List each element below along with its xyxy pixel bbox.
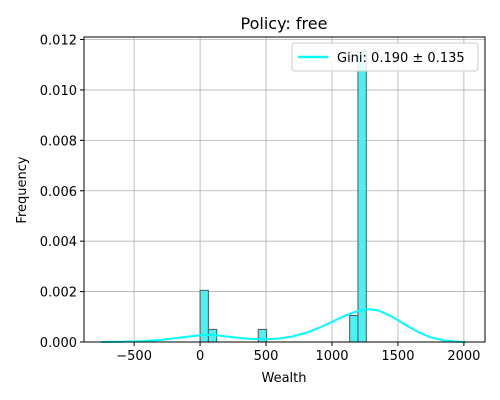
legend: Gini: 0.190 ± 0.135 bbox=[291, 42, 479, 72]
x-axis-label: Wealth bbox=[261, 371, 306, 386]
x-tick-label: 2000 bbox=[447, 349, 480, 364]
legend-box bbox=[291, 42, 479, 72]
y-tick-label: 0.008 bbox=[40, 134, 77, 149]
x-tick-label: 1000 bbox=[315, 349, 348, 364]
y-axis-label: Frequency bbox=[15, 156, 30, 223]
line-layer bbox=[101, 308, 466, 343]
y-tick-label: 0.010 bbox=[40, 84, 77, 99]
histogram-bar bbox=[357, 51, 367, 343]
y-axis-ticks: 0.000 0.002 0.004 0.006 0.008 0.010 0.012 bbox=[40, 34, 84, 351]
x-tick-label: 500 bbox=[254, 349, 279, 364]
y-tick-label: 0.012 bbox=[40, 34, 77, 49]
bars-layer bbox=[199, 51, 367, 343]
plot-area-frame bbox=[83, 36, 486, 343]
x-tick-label: 0 bbox=[196, 349, 204, 364]
x-axis-ticks: −500 0 500 1000 1500 2000 bbox=[116, 342, 480, 364]
x-tick-label: −500 bbox=[116, 349, 152, 364]
grid-layer bbox=[84, 37, 485, 343]
histogram-bar bbox=[349, 315, 359, 343]
y-tick-label: 0.000 bbox=[40, 336, 77, 351]
legend-label: Gini: 0.190 ± 0.135 bbox=[337, 51, 465, 66]
kde-line bbox=[101, 308, 466, 343]
y-tick-label: 0.006 bbox=[40, 185, 77, 200]
chart-title: Policy: free bbox=[241, 14, 328, 33]
y-tick-label: 0.002 bbox=[40, 286, 77, 301]
y-tick-label: 0.004 bbox=[40, 235, 77, 250]
x-tick-label: 1500 bbox=[381, 349, 414, 364]
